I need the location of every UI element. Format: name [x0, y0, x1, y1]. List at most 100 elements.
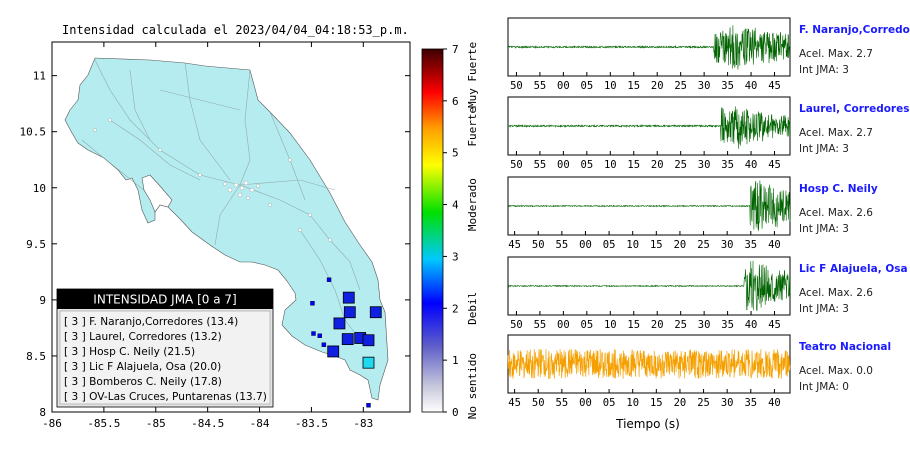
station-marker[interactable] [310, 301, 315, 306]
station-name: Teatro Nacional [799, 341, 891, 353]
seismogram-tick-label: 35 [721, 319, 734, 331]
seismogram-tick-label: 10 [604, 80, 617, 92]
map-x-tick-label: -84 [250, 417, 270, 430]
seismogram-panels: 50 55 00 05 10 15 20 25 30 35 40 45 F. Naranjo,Corre… [507, 17, 910, 409]
seismogram-tick-label: 15 [650, 239, 663, 251]
acel-max: Acel. Max. 2.7 [799, 127, 873, 139]
station-marker[interactable] [341, 333, 354, 346]
seismogram-tick-label: 30 [721, 239, 734, 251]
seismogram-tick-label: 40 [745, 80, 758, 92]
seismogram-tick-label: 00 [557, 319, 570, 331]
seismogram-tick-label: 55 [556, 239, 569, 251]
station-marker[interactable] [362, 334, 375, 347]
seismogram-tick-label: 20 [651, 319, 664, 331]
legend-item: [ 3 ] Lic F Alajuela, Osa (20.0) [64, 361, 221, 373]
station-marker[interactable] [369, 306, 382, 319]
seismogram-tick-label: 50 [510, 159, 523, 171]
colorbar-tick-label: 2 [452, 302, 459, 315]
seismogram-trace [507, 260, 791, 311]
seismogram-panel: 50 55 00 05 10 15 20 25 30 35 40 45 F. Naranjo,Corre… [507, 17, 910, 92]
acel-max: Acel. Max. 2.6 [799, 207, 873, 219]
seismogram-panel: 45 50 55 00 05 10 15 20 25 30 35 40 Teatro Nacional A… [507, 334, 891, 409]
seismogram-tick-label: 05 [581, 319, 594, 331]
station-marker[interactable] [362, 356, 375, 369]
land-costa-rica [64, 57, 389, 401]
seismogram-tick-label: 05 [603, 239, 616, 251]
station-marker[interactable] [327, 345, 340, 358]
legend-item: [ 3 ] F. Naranjo,Corredores (13.4) [64, 316, 238, 328]
legend-item: [ 3 ] Laurel, Corredores (13.2) [64, 331, 222, 343]
int-jma: Int JMA: 3 [799, 143, 849, 155]
seismogram-tick-label: 00 [557, 159, 570, 171]
legend: INTENSIDAD JMA [0 a 7] [ 3 ] F. Naranjo,… [56, 288, 274, 408]
map-x-tick-label: -85.5 [87, 417, 120, 430]
colorbar-tick-label: 7 [452, 43, 459, 56]
seismogram-tick-label: 45 [768, 319, 781, 331]
map-y-tick-label: 8 [39, 406, 46, 419]
map-x-tick-label: -83.5 [295, 417, 328, 430]
colorbar-tick-label: 5 [452, 147, 459, 160]
colorbar-tick-label: 1 [452, 354, 459, 367]
page-title: Intensidad calculada el 2023/04/04_04:18… [62, 23, 409, 37]
int-jma: Int JMA: 3 [799, 64, 849, 76]
seismogram-tick-label: 05 [581, 159, 594, 171]
station-marker[interactable] [342, 291, 355, 304]
seismogram-tick-label: 10 [604, 159, 617, 171]
seismogram-tick-label: 50 [510, 80, 523, 92]
station-marker[interactable] [321, 342, 327, 347]
seismogram-tick-label: 40 [745, 319, 758, 331]
map-y-tick-label: 10.5 [20, 126, 47, 139]
map-y-tick-label: 8.5 [26, 350, 46, 363]
station-marker[interactable] [333, 317, 346, 330]
seismogram-tick-label: 55 [534, 159, 547, 171]
colorbar-tick-label: 3 [452, 250, 459, 263]
seismogram-tick-label: 30 [698, 159, 711, 171]
acel-max: Acel. Max. 2.6 [799, 287, 873, 299]
seismogram-tick-label: 55 [534, 319, 547, 331]
legend-item: [ 3 ] Hosp C. Neily (21.5) [64, 346, 195, 358]
seismogram-tick-label: 15 [627, 80, 640, 92]
seismogram-tick-label: 50 [532, 239, 545, 251]
station-marker[interactable] [366, 403, 371, 408]
map-y-tick-label: 10 [33, 182, 46, 195]
colorbar-gradient [421, 48, 444, 413]
map-x-tick-label: -85 [146, 417, 166, 430]
seismo-xlabel: Tiempo (s) [615, 417, 680, 431]
station-marker[interactable] [317, 333, 322, 338]
seismogram-tick-label: 30 [698, 319, 711, 331]
gulf-nicoya [141, 174, 173, 213]
station-marker[interactable] [311, 331, 316, 336]
station-name: F. Naranjo,Corredores [799, 24, 910, 36]
map-y-tick-label: 9.5 [26, 238, 46, 251]
seismogram-tick-label: 10 [604, 319, 617, 331]
station-marker[interactable] [343, 306, 356, 319]
seismogram-panel: 50 55 00 05 10 15 20 25 30 35 40 45 Lic F Alajuela, … [507, 256, 908, 331]
seismogram-tick-label: 45 [768, 159, 781, 171]
map-y-tick-label: 9 [39, 294, 46, 307]
seismogram-tick-label: 10 [626, 397, 639, 409]
seismogram-tick-label: 45 [508, 397, 521, 409]
seismogram-tick-label: 05 [603, 397, 616, 409]
seismogram-tick-label: 35 [744, 397, 757, 409]
seismogram-tick-label: 45 [508, 239, 521, 251]
station-name: Lic F Alajuela, Osa [799, 263, 908, 275]
seismogram-trace [507, 106, 791, 149]
seismogram-tick-label: 10 [626, 239, 639, 251]
station-marker[interactable] [326, 277, 332, 282]
seismogram-trace [507, 25, 791, 70]
seismogram-tick-label: 50 [532, 397, 545, 409]
seismogram-tick-label: 40 [768, 239, 781, 251]
int-jma: Int JMA: 3 [799, 303, 849, 315]
station-name: Hosp C. Neily [799, 183, 878, 195]
seismogram-panel: 50 55 00 05 10 15 20 25 30 35 40 45 Laurel, Corredor… [507, 96, 909, 171]
int-jma: Int JMA: 0 [799, 381, 849, 393]
int-jma: Int JMA: 3 [799, 223, 849, 235]
station-markers [310, 277, 382, 408]
legend-item: [ 3 ] Bomberos C. Neily (17.8) [64, 376, 222, 388]
seismogram-tick-label: 20 [674, 239, 687, 251]
seismogram-tick-label: 25 [674, 159, 687, 171]
map-x-axis: -86 -85.5 -85 -84.5 -84 -83.5 -83 [42, 42, 373, 430]
seismogram-tick-label: 00 [557, 80, 570, 92]
seismogram-tick-label: 35 [721, 80, 734, 92]
